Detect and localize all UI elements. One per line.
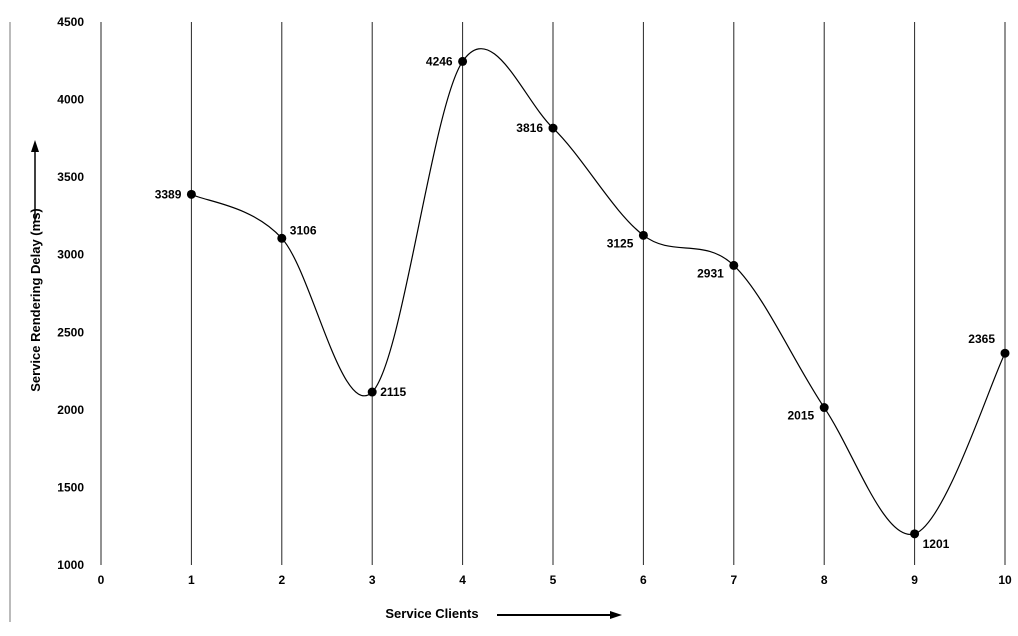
data-label: 1201 xyxy=(923,537,950,551)
y-tick-label: 4500 xyxy=(57,15,84,29)
y-axis-title-text: Service Rendering Delay (ms) xyxy=(28,208,43,392)
data-label: 2365 xyxy=(968,332,995,346)
data-label: 2015 xyxy=(787,409,814,423)
y-tick-label: 3500 xyxy=(57,170,84,184)
data-point xyxy=(638,230,648,240)
vertical-gridlines xyxy=(100,22,1006,565)
x-axis-arrow-head xyxy=(610,611,622,619)
series-line xyxy=(191,48,1006,535)
y-axis-tick-labels: 1000 1500 2000 2500 3000 3500 4000 4500 xyxy=(57,15,84,572)
data-point xyxy=(910,529,920,539)
data-point xyxy=(458,56,468,66)
x-axis-title: Service Clients xyxy=(385,606,622,621)
x-axis-tick-labels: 0 1 2 3 4 5 6 7 8 9 10 xyxy=(98,573,1012,587)
x-tick-label: 0 xyxy=(98,573,105,587)
data-label: 3125 xyxy=(607,236,634,250)
x-tick-label: 2 xyxy=(278,573,285,587)
x-tick-label: 9 xyxy=(911,573,918,587)
x-tick-label: 4 xyxy=(459,573,466,587)
y-axis-arrow-head xyxy=(31,140,39,152)
data-label: 3389 xyxy=(155,187,182,201)
data-label: 2931 xyxy=(697,266,724,280)
data-label: 4246 xyxy=(426,54,453,68)
data-point xyxy=(729,260,739,270)
data-point xyxy=(186,189,196,199)
y-axis-title: Service Rendering Delay (ms) xyxy=(28,140,43,392)
y-tick-label: 2000 xyxy=(57,403,84,417)
x-tick-label: 10 xyxy=(998,573,1012,587)
y-tick-label: 4000 xyxy=(57,93,84,107)
data-points xyxy=(186,56,1010,539)
data-label: 3816 xyxy=(516,121,543,135)
data-point xyxy=(277,233,287,243)
data-labels: 3389 3106 2115 4246 3816 3125 2931 2015 1201 2365 xyxy=(155,54,996,550)
x-axis-title-text: Service Clients xyxy=(385,606,478,621)
y-tick-label: 3000 xyxy=(57,248,84,262)
y-tick-label: 2500 xyxy=(57,325,84,339)
data-point xyxy=(367,387,377,397)
x-tick-label: 5 xyxy=(550,573,557,587)
x-tick-label: 8 xyxy=(821,573,828,587)
data-point xyxy=(1000,348,1010,358)
data-label: 3106 xyxy=(290,223,317,237)
x-tick-label: 6 xyxy=(640,573,647,587)
data-point xyxy=(819,403,829,413)
data-point xyxy=(548,123,558,133)
y-tick-label: 1500 xyxy=(57,480,84,494)
x-tick-label: 7 xyxy=(730,573,737,587)
data-label: 2115 xyxy=(380,385,406,399)
y-tick-label: 1000 xyxy=(57,558,84,572)
x-tick-label: 3 xyxy=(369,573,376,587)
x-tick-label: 1 xyxy=(188,573,195,587)
